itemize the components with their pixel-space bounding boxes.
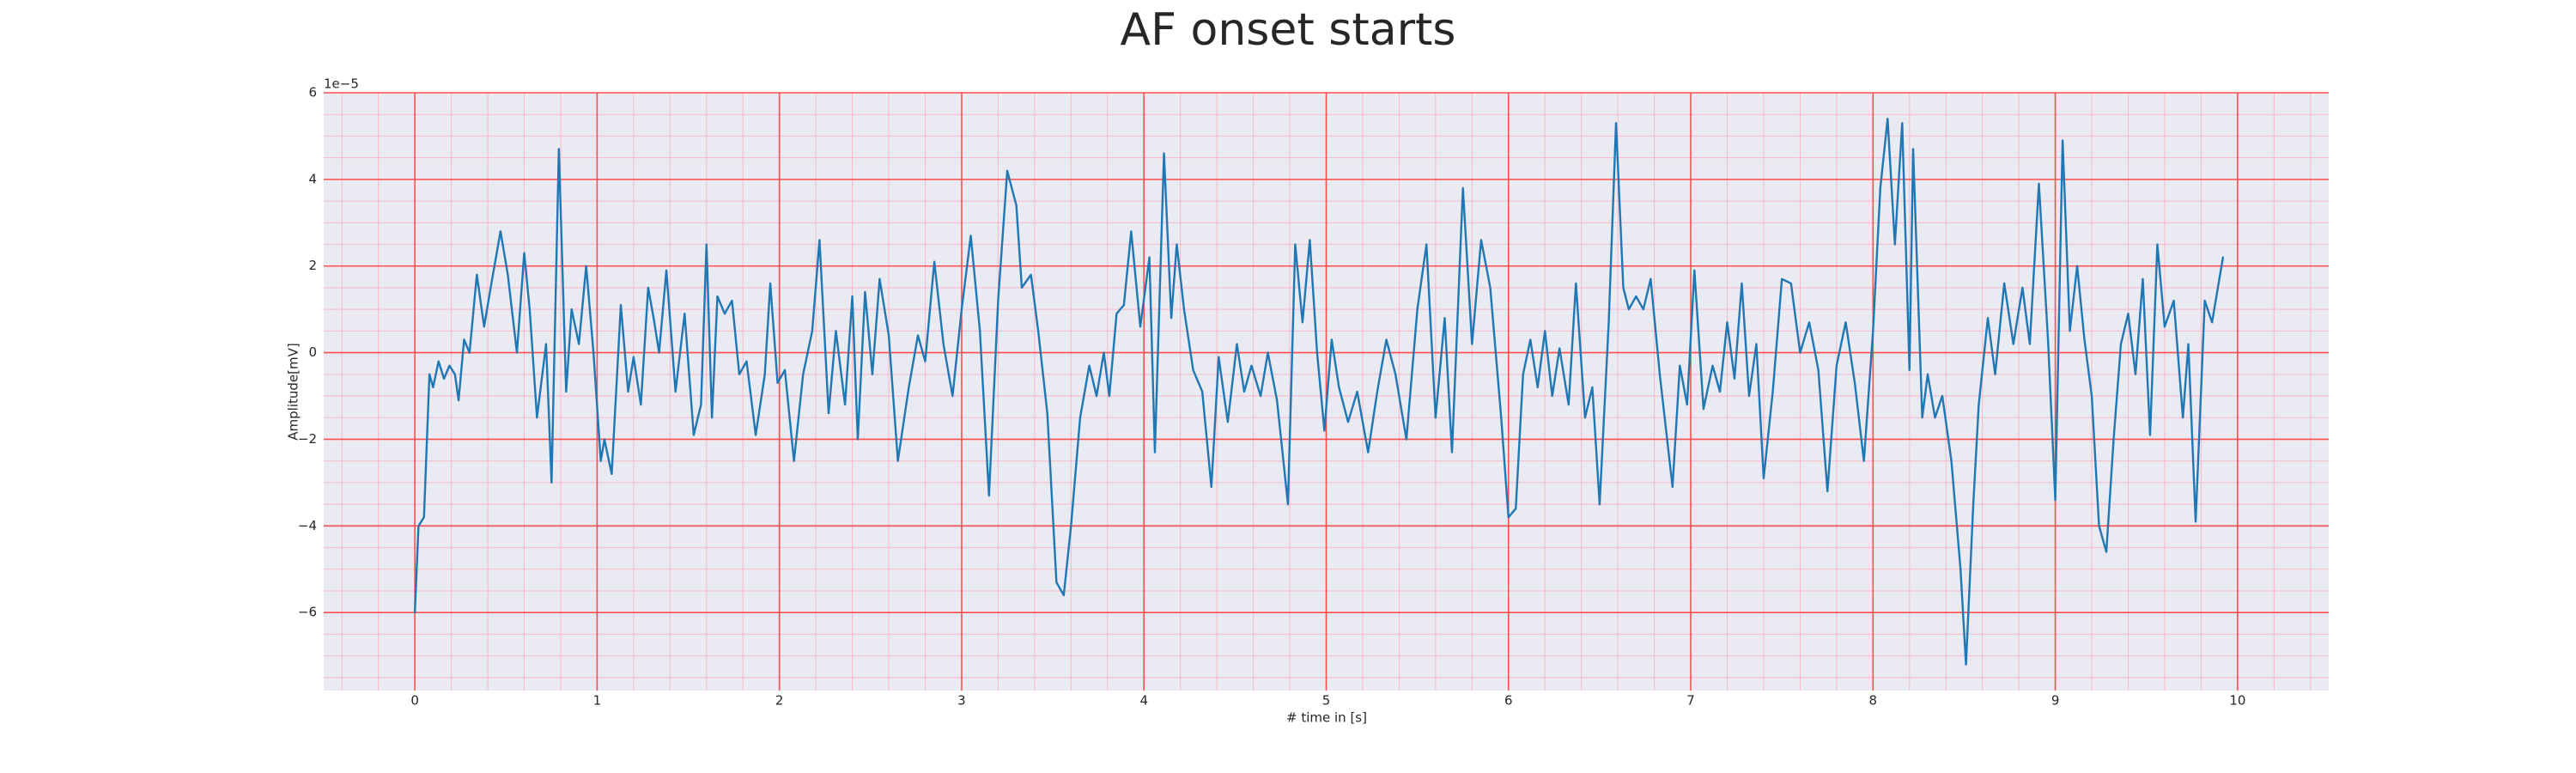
x-tick-label: 5 — [1322, 693, 1331, 709]
chart-title: AF onset starts — [1121, 4, 1456, 56]
y-tick-label: 0 — [308, 344, 317, 360]
y-axis-label: Amplitude[mV] — [286, 343, 301, 440]
x-tick-label: 8 — [1869, 693, 1878, 709]
grid — [324, 92, 2329, 691]
y-offset-label: 1e−5 — [324, 76, 359, 92]
y-tick-label: 6 — [308, 85, 317, 100]
x-tick-label: 3 — [957, 693, 966, 709]
x-tick-label: 1 — [593, 693, 602, 709]
data-line — [413, 118, 2225, 666]
x-tick-label: 7 — [1686, 693, 1695, 709]
y-tick-label: −6 — [298, 605, 317, 620]
x-tick-label: 2 — [775, 693, 784, 709]
y-tick-label: 2 — [308, 258, 317, 273]
x-tick-label: 0 — [410, 693, 419, 709]
x-axis-label: # time in [s] — [1286, 710, 1367, 726]
x-tick-label: 4 — [1139, 693, 1148, 709]
x-tick-label: 6 — [1504, 693, 1513, 709]
x-tick-label: 10 — [2229, 693, 2245, 709]
x-tick-label: 9 — [2051, 693, 2060, 709]
y-tick-label: −4 — [298, 518, 317, 533]
y-tick-label: 4 — [308, 171, 317, 186]
y-tick-label: −2 — [298, 431, 317, 447]
